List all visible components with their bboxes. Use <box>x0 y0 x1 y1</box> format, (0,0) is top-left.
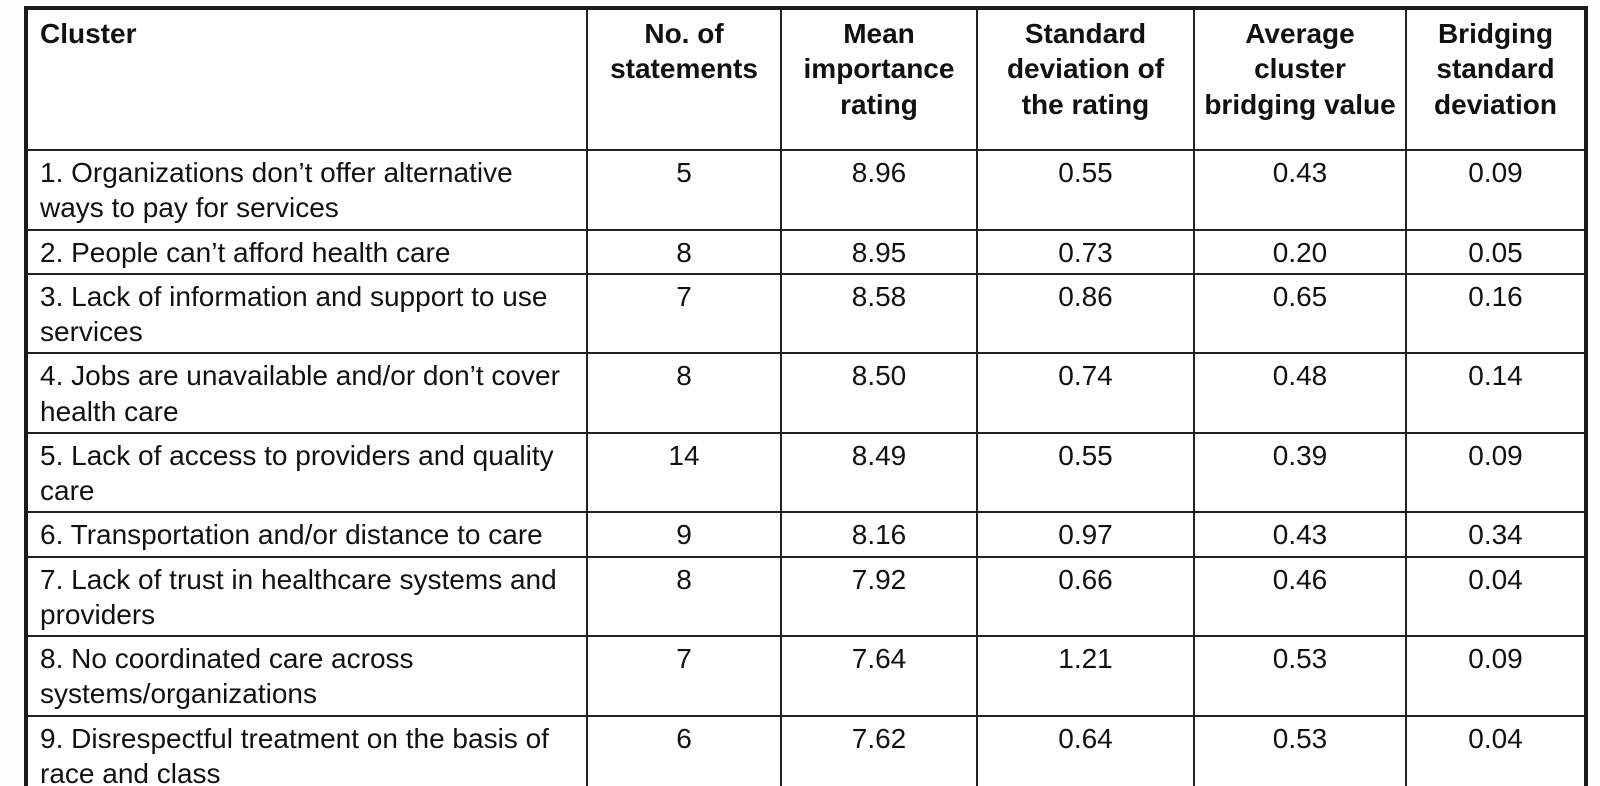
table-row: 9. Disrespectful treatment on the basis … <box>25 714 1587 786</box>
column-header-no-of-statements: No. of statements <box>586 7 782 151</box>
cell-cluster: 9. Disrespectful treatment on the basis … <box>25 714 588 786</box>
cell-mean-rating: 8.58 <box>780 272 978 355</box>
cell-bridging-sd: 0.04 <box>1405 555 1587 638</box>
column-header-bridging-standard-deviation: Bridging standard deviation <box>1405 7 1587 151</box>
table-row: 4. Jobs are unavailable and/or don’t cov… <box>25 352 1587 434</box>
cell-rating-sd: 0.66 <box>976 555 1195 638</box>
cell-statements: 14 <box>586 431 782 514</box>
cell-statements: 7 <box>586 272 782 355</box>
table-header: Cluster No. of statements Mean importanc… <box>25 7 1587 151</box>
cell-bridging-sd: 0.05 <box>1405 228 1587 275</box>
column-header-average-cluster-bridging-value: Average cluster bridging value <box>1193 7 1407 151</box>
cell-rating-sd: 0.73 <box>976 228 1195 275</box>
column-header-standard-deviation-of-rating: Standard deviation of the rating <box>976 7 1195 151</box>
cell-statements: 5 <box>586 149 782 231</box>
cell-bridging-value: 0.48 <box>1193 352 1407 434</box>
cell-cluster: 4. Jobs are unavailable and/or don’t cov… <box>25 352 588 434</box>
table-row: 3. Lack of information and support to us… <box>25 272 1587 355</box>
table-row: 5. Lack of access to providers and quali… <box>25 431 1587 514</box>
cell-cluster: 7. Lack of trust in healthcare systems a… <box>25 555 588 638</box>
cell-bridging-sd: 0.09 <box>1405 431 1587 514</box>
cell-bridging-value: 0.65 <box>1193 272 1407 355</box>
cell-cluster: 8. No coordinated care across systems/or… <box>25 635 588 717</box>
cell-rating-sd: 0.97 <box>976 511 1195 558</box>
cell-mean-rating: 8.49 <box>780 431 978 514</box>
cell-mean-rating: 7.92 <box>780 555 978 638</box>
cell-mean-rating: 7.64 <box>780 635 978 717</box>
cell-bridging-sd: 0.16 <box>1405 272 1587 355</box>
cell-mean-rating: 8.50 <box>780 352 978 434</box>
cell-mean-rating: 8.95 <box>780 228 978 275</box>
cell-bridging-sd: 0.34 <box>1405 511 1587 558</box>
cell-rating-sd: 0.74 <box>976 352 1195 434</box>
table-row: 7. Lack of trust in healthcare systems a… <box>25 555 1587 638</box>
table-row: 8. No coordinated care across systems/or… <box>25 635 1587 717</box>
column-header-mean-importance-rating: Mean importance rating <box>780 7 978 151</box>
cell-bridging-sd: 0.09 <box>1405 149 1587 231</box>
cell-statements: 8 <box>586 228 782 275</box>
column-header-cluster: Cluster <box>25 7 588 151</box>
cell-bridging-value: 0.43 <box>1193 149 1407 231</box>
cell-bridging-sd: 0.09 <box>1405 635 1587 717</box>
cell-mean-rating: 8.16 <box>780 511 978 558</box>
cell-cluster: 3. Lack of information and support to us… <box>25 272 588 355</box>
cell-rating-sd: 0.86 <box>976 272 1195 355</box>
cluster-statistics-table: Cluster No. of statements Mean importanc… <box>24 6 1588 786</box>
cell-rating-sd: 1.21 <box>976 635 1195 717</box>
cell-bridging-value: 0.53 <box>1193 635 1407 717</box>
table-body: 1. Organizations don’t offer alternative… <box>25 149 1587 786</box>
cell-bridging-value: 0.53 <box>1193 714 1407 786</box>
cell-mean-rating: 7.62 <box>780 714 978 786</box>
cell-bridging-sd: 0.14 <box>1405 352 1587 434</box>
cell-mean-rating: 8.96 <box>780 149 978 231</box>
cell-bridging-value: 0.39 <box>1193 431 1407 514</box>
cell-bridging-value: 0.43 <box>1193 511 1407 558</box>
cell-statements: 8 <box>586 555 782 638</box>
cell-rating-sd: 0.55 <box>976 149 1195 231</box>
cell-statements: 6 <box>586 714 782 786</box>
cell-cluster: 1. Organizations don’t offer alternative… <box>25 149 588 231</box>
cell-cluster: 6. Transportation and/or distance to car… <box>25 511 588 558</box>
table-row: 2. People can’t afford health care 8 8.9… <box>25 228 1587 275</box>
cell-statements: 9 <box>586 511 782 558</box>
cell-statements: 8 <box>586 352 782 434</box>
cell-rating-sd: 0.55 <box>976 431 1195 514</box>
cell-bridging-value: 0.20 <box>1193 228 1407 275</box>
cell-cluster: 2. People can’t afford health care <box>25 228 588 275</box>
cell-bridging-sd: 0.04 <box>1405 714 1587 786</box>
cell-bridging-value: 0.46 <box>1193 555 1407 638</box>
table-row: 1. Organizations don’t offer alternative… <box>25 149 1587 231</box>
cell-cluster: 5. Lack of access to providers and quali… <box>25 431 588 514</box>
cell-statements: 7 <box>586 635 782 717</box>
header-row: Cluster No. of statements Mean importanc… <box>25 7 1587 151</box>
table-row: 6. Transportation and/or distance to car… <box>25 511 1587 558</box>
cell-rating-sd: 0.64 <box>976 714 1195 786</box>
